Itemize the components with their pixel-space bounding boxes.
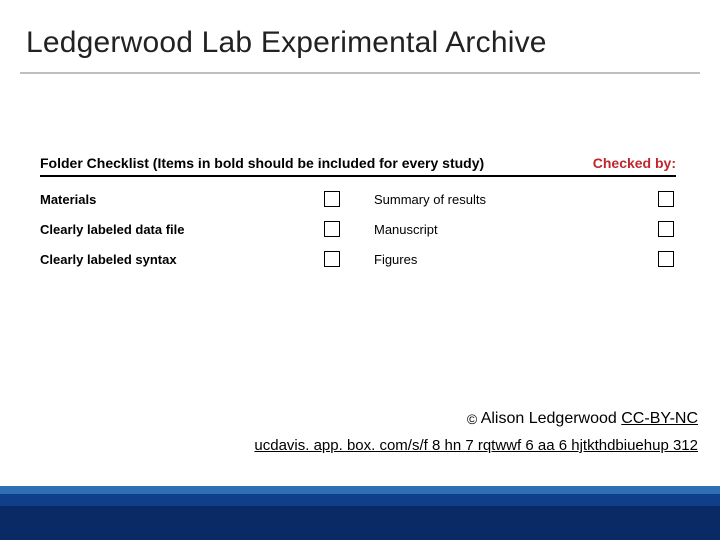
checkbox[interactable] (658, 191, 674, 207)
checklist-item-label: Clearly labeled syntax (40, 252, 292, 267)
folder-checklist: Folder Checklist (Items in bold should b… (40, 155, 676, 267)
checklist-item-label: Clearly labeled data file (40, 222, 292, 237)
checklist-item-label: Figures (374, 252, 626, 267)
footer-band-bottom (0, 506, 720, 540)
credit-author: Alison Ledgerwood (481, 410, 622, 427)
checklist-item-label: Manuscript (374, 222, 626, 237)
checkbox[interactable] (324, 221, 340, 237)
checklist-grid: Materials Summary of results Clearly lab… (40, 191, 676, 267)
checklist-item-label: Summary of results (374, 192, 626, 207)
license-link[interactable]: CC-BY-NC (621, 410, 698, 427)
credit-line: © Alison Ledgerwood CC-BY-NC (467, 410, 698, 428)
checkbox[interactable] (324, 191, 340, 207)
copyright-symbol: © (467, 411, 477, 427)
checkbox[interactable] (658, 221, 674, 237)
checklist-header-right: Checked by: (593, 155, 676, 171)
checklist-header-left: Folder Checklist (Items in bold should b… (40, 155, 484, 171)
slide: Ledgerwood Lab Experimental Archive Fold… (0, 0, 720, 540)
page-title: Ledgerwood Lab Experimental Archive (26, 26, 547, 60)
checklist-header: Folder Checklist (Items in bold should b… (40, 155, 676, 177)
title-underline (20, 72, 700, 74)
footer-band (0, 478, 720, 540)
archive-url-link[interactable]: ucdavis. app. box. com/s/f 8 hn 7 rqtwwf… (254, 437, 698, 454)
footer-band-top (0, 486, 720, 494)
checklist-item-label: Materials (40, 192, 292, 207)
checkbox[interactable] (324, 251, 340, 267)
checkbox[interactable] (658, 251, 674, 267)
footer-band-mid (0, 494, 720, 506)
